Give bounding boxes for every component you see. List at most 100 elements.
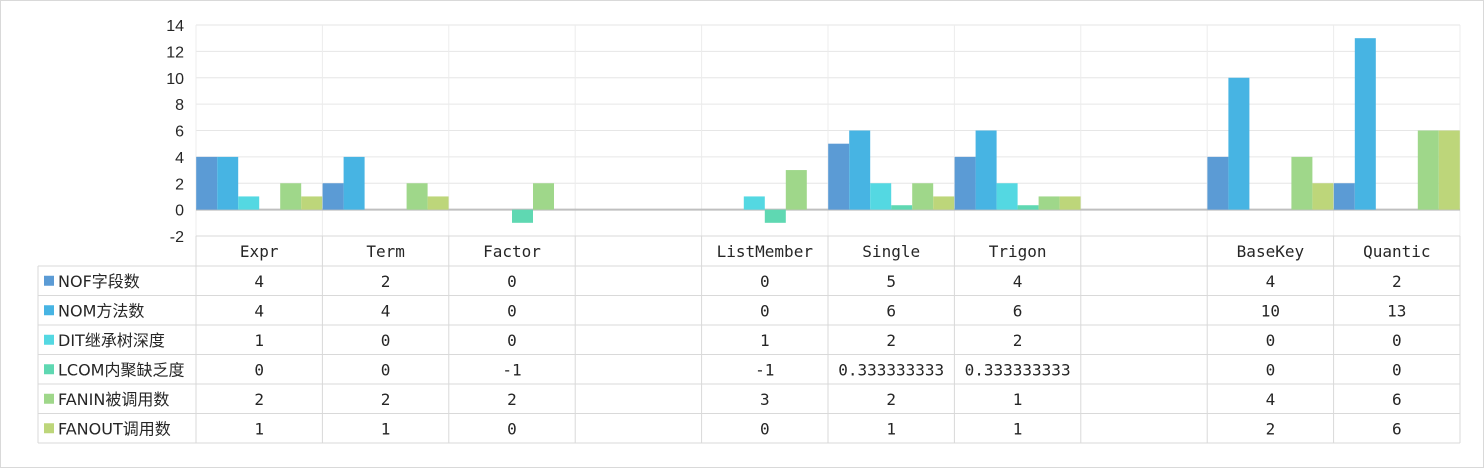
bar bbox=[533, 183, 554, 210]
data-label: 2 bbox=[1392, 272, 1402, 291]
data-label: 10 bbox=[1261, 301, 1280, 320]
data-label: 0 bbox=[760, 272, 770, 291]
bar bbox=[322, 183, 344, 210]
legend-key bbox=[44, 334, 54, 345]
data-label: 1 bbox=[254, 419, 264, 438]
bar bbox=[954, 156, 976, 210]
data-label: 1 bbox=[760, 331, 770, 350]
data-label: 1 bbox=[1013, 419, 1023, 438]
y-tick-label: 14 bbox=[166, 18, 184, 35]
data-label: 4 bbox=[381, 301, 391, 320]
data-label: 6 bbox=[1392, 419, 1402, 438]
data-label: 2 bbox=[381, 390, 391, 409]
data-label: 1 bbox=[254, 331, 264, 350]
gridlines bbox=[195, 24, 1461, 237]
bar bbox=[301, 196, 323, 210]
bar bbox=[743, 196, 765, 210]
bar bbox=[1228, 77, 1250, 210]
data-label: 13 bbox=[1387, 301, 1406, 320]
y-tick-label: 12 bbox=[166, 44, 184, 61]
legend-key bbox=[44, 305, 54, 316]
category-label: Trigon bbox=[989, 242, 1047, 261]
data-label: 0 bbox=[1266, 360, 1276, 379]
bar bbox=[975, 130, 997, 210]
legend-key bbox=[44, 393, 54, 404]
data-label: 6 bbox=[1392, 390, 1402, 409]
data-label: 2 bbox=[886, 331, 896, 350]
data-label: 1 bbox=[1013, 390, 1023, 409]
series-name: FANIN被调用数 bbox=[58, 390, 169, 409]
data-label: 2 bbox=[886, 390, 896, 409]
data-label: 2 bbox=[507, 390, 517, 409]
data-label: 0 bbox=[381, 360, 391, 379]
y-tick-label: 10 bbox=[166, 71, 184, 88]
bar bbox=[196, 156, 218, 210]
data-label: 0 bbox=[1266, 331, 1276, 350]
y-tick-label: 0 bbox=[175, 203, 184, 220]
bar bbox=[785, 170, 807, 210]
bar bbox=[1333, 183, 1355, 210]
data-label: 0 bbox=[507, 331, 517, 350]
bar bbox=[870, 183, 892, 210]
y-tick-label: 8 bbox=[175, 97, 184, 114]
legend-key bbox=[44, 364, 54, 375]
bar bbox=[1038, 196, 1060, 210]
bar bbox=[1417, 130, 1439, 210]
bar bbox=[280, 183, 302, 210]
data-label: 0.333333333 bbox=[838, 360, 944, 379]
bar bbox=[1291, 156, 1313, 210]
data-label: -1 bbox=[755, 360, 774, 379]
data-label: 1 bbox=[381, 419, 391, 438]
data-label: 0 bbox=[1392, 360, 1402, 379]
bar bbox=[849, 130, 871, 210]
y-tick-label: 6 bbox=[175, 124, 184, 141]
bar bbox=[1059, 196, 1081, 210]
series-name: DIT继承树深度 bbox=[58, 331, 165, 350]
bar bbox=[512, 209, 533, 223]
data-label: 0 bbox=[507, 272, 517, 291]
category-label: Expr bbox=[240, 242, 279, 261]
bar bbox=[217, 156, 239, 210]
series-name: NOM方法数 bbox=[58, 301, 144, 320]
data-label: 0 bbox=[507, 419, 517, 438]
data-label: 4 bbox=[1266, 272, 1276, 291]
bar bbox=[427, 196, 449, 210]
bar bbox=[1438, 130, 1460, 210]
data-label: 5 bbox=[886, 272, 896, 291]
series-name: FANOUT调用数 bbox=[58, 419, 171, 438]
legend-key bbox=[44, 275, 54, 286]
data-label: 0 bbox=[381, 331, 391, 350]
bar bbox=[828, 143, 850, 210]
bar bbox=[1312, 183, 1334, 210]
data-label: 4 bbox=[1266, 390, 1276, 409]
data-label: 4 bbox=[254, 301, 264, 320]
bar bbox=[1207, 156, 1229, 210]
legend-key bbox=[44, 423, 54, 434]
data-label: 0 bbox=[1392, 331, 1402, 350]
data-label: 0.333333333 bbox=[965, 360, 1071, 379]
data-label: 4 bbox=[1013, 272, 1023, 291]
bar bbox=[891, 205, 913, 210]
data-label: 1 bbox=[886, 419, 896, 438]
bar bbox=[996, 183, 1018, 210]
bar bbox=[1017, 205, 1039, 210]
data-label: 2 bbox=[1013, 331, 1023, 350]
data-label: 6 bbox=[886, 301, 896, 320]
bar bbox=[933, 196, 955, 210]
series-name: LCOM内聚缺乏度 bbox=[58, 360, 185, 379]
y-tick-label: 2 bbox=[175, 176, 184, 193]
category-label: Quantic bbox=[1363, 242, 1430, 261]
data-label: 0 bbox=[507, 301, 517, 320]
category-label: ListMember bbox=[717, 242, 814, 261]
category-label: BaseKey bbox=[1237, 242, 1305, 261]
data-label: 0 bbox=[760, 419, 770, 438]
data-label: -1 bbox=[502, 360, 521, 379]
data-label: 6 bbox=[1013, 301, 1023, 320]
data-label: 2 bbox=[254, 390, 264, 409]
data-label: 4 bbox=[254, 272, 264, 291]
bar bbox=[406, 183, 428, 210]
bar bbox=[1354, 38, 1376, 210]
data-label: 2 bbox=[1266, 419, 1276, 438]
